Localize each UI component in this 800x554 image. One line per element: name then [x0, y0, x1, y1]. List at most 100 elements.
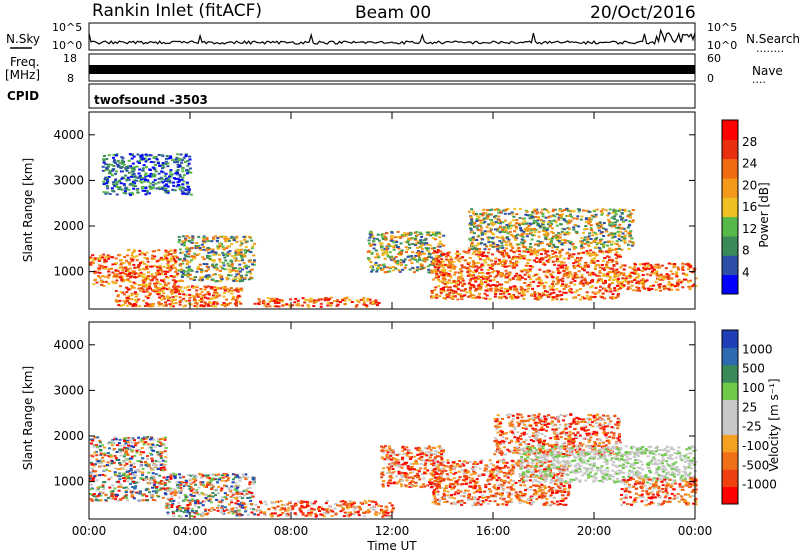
range-cell	[213, 280, 217, 283]
range-cell	[608, 208, 612, 211]
range-cell	[146, 180, 150, 183]
range-cell	[141, 268, 145, 270]
range-cell	[582, 209, 585, 212]
range-cell	[476, 229, 480, 232]
range-cell	[192, 481, 196, 484]
range-cell	[169, 173, 173, 176]
range-cell	[420, 264, 424, 267]
range-cell	[631, 289, 635, 292]
range-cell	[173, 493, 177, 495]
range-cell	[569, 272, 573, 275]
range-cell	[140, 187, 144, 190]
range-cell	[246, 476, 249, 479]
range-cell	[664, 286, 668, 289]
range-cell	[433, 251, 437, 253]
range-cell	[214, 286, 218, 289]
range-cell	[183, 257, 187, 260]
range-cell	[562, 219, 566, 221]
range-cell	[217, 287, 221, 290]
range-cell	[448, 274, 452, 277]
range-cell	[415, 231, 419, 233]
range-cell	[177, 280, 181, 283]
range-cell	[208, 255, 212, 258]
range-cell	[593, 295, 597, 298]
range-cell	[117, 304, 121, 307]
range-cell	[161, 164, 165, 167]
range-cell	[521, 221, 525, 224]
range-cell	[368, 236, 372, 239]
range-cell	[611, 236, 615, 239]
range-cell	[111, 484, 115, 487]
range-cell	[440, 258, 444, 261]
range-cell	[536, 222, 540, 225]
range-cell	[687, 280, 691, 283]
range-cell	[187, 485, 191, 488]
range-cell	[163, 492, 167, 495]
range-cell	[425, 242, 429, 245]
range-cell	[467, 268, 471, 271]
range-cell	[170, 267, 174, 270]
range-cell	[237, 252, 241, 255]
range-cell	[237, 294, 241, 297]
range-cell	[134, 305, 138, 308]
range-cell	[169, 253, 173, 256]
range-cell	[134, 485, 138, 488]
range-cell	[635, 276, 639, 279]
range-cell	[463, 266, 467, 269]
range-cell	[467, 282, 471, 285]
range-cell	[430, 270, 434, 273]
range-cell	[488, 209, 492, 212]
range-cell	[555, 248, 559, 251]
range-cell	[471, 266, 475, 269]
range-cell	[618, 254, 621, 257]
range-cell	[605, 263, 608, 266]
range-cell	[183, 244, 186, 247]
range-cell	[106, 496, 110, 499]
range-cell	[567, 257, 571, 260]
range-cell	[139, 465, 143, 468]
range-cell	[572, 245, 576, 248]
range-cell	[96, 271, 100, 274]
range-cell	[244, 265, 248, 268]
range-cell	[548, 293, 552, 296]
range-cell	[452, 292, 455, 295]
range-cell	[615, 260, 618, 263]
range-cell	[694, 277, 698, 280]
range-cell	[223, 289, 227, 292]
range-cell	[113, 471, 117, 474]
range-cell	[444, 281, 448, 283]
range-cell	[631, 209, 635, 211]
range-cell	[371, 268, 375, 271]
range-cell	[563, 209, 567, 212]
range-cell	[392, 266, 395, 268]
range-cell	[329, 302, 333, 304]
range-cell	[169, 492, 173, 495]
range-cell	[166, 266, 170, 269]
range-cell	[471, 210, 475, 213]
range-cell	[424, 238, 428, 241]
range-cell	[231, 473, 235, 476]
range-cell	[562, 261, 566, 264]
range-cell	[497, 271, 501, 274]
range-cell	[134, 481, 138, 484]
range-cell	[319, 305, 323, 308]
range-cell	[478, 283, 482, 286]
range-cell	[113, 185, 117, 187]
range-cell	[201, 278, 204, 281]
range-cell	[121, 291, 125, 294]
range-cell	[151, 477, 155, 480]
range-cell	[189, 193, 193, 196]
range-cell	[223, 285, 227, 288]
range-cell	[186, 509, 190, 512]
range-cell	[474, 289, 478, 292]
range-cell	[612, 297, 616, 300]
range-cell	[124, 442, 128, 445]
range-cell	[165, 288, 169, 291]
range-cell	[550, 249, 554, 252]
range-cell	[557, 216, 561, 219]
range-cell	[95, 450, 98, 453]
range-cell	[141, 279, 145, 282]
range-cell	[185, 172, 189, 175]
range-cell	[185, 181, 189, 184]
range-cell	[133, 466, 136, 468]
